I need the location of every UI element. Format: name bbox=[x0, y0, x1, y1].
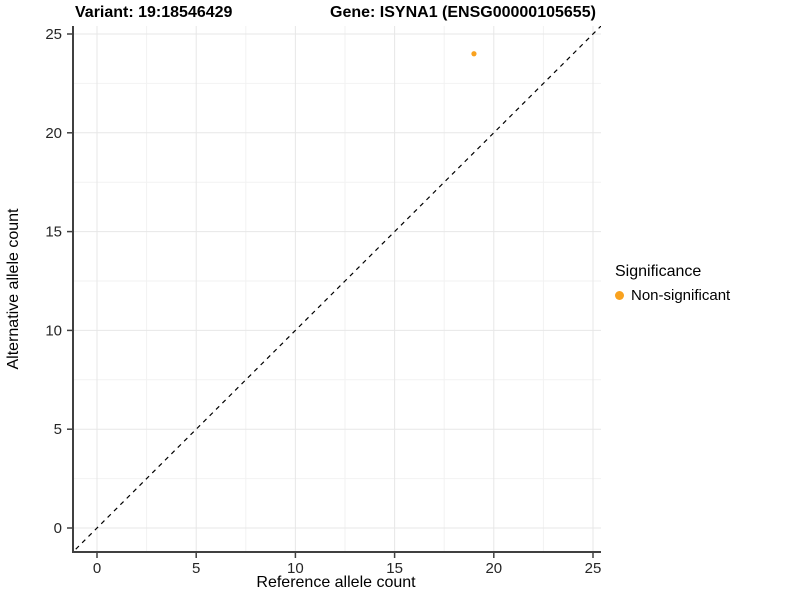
legend-title: Significance bbox=[615, 263, 702, 280]
y-tick-label: 20 bbox=[45, 125, 62, 142]
plot-title-variant: Variant: 19:18546429 bbox=[75, 4, 233, 21]
identity-reference-line bbox=[73, 26, 601, 552]
y-tick-label: 10 bbox=[45, 322, 62, 339]
y-axis-title: Alternative allele count bbox=[5, 208, 22, 370]
data-point bbox=[471, 51, 477, 57]
x-tick-label: 25 bbox=[585, 560, 602, 577]
legend-dot-icon bbox=[615, 291, 624, 300]
y-tick-label: 5 bbox=[54, 421, 62, 438]
y-tick-label: 25 bbox=[45, 26, 62, 43]
x-tick-label: 10 bbox=[287, 560, 304, 577]
y-tick-label: 0 bbox=[54, 520, 62, 537]
x-axis-title: Reference allele count bbox=[256, 574, 416, 591]
plot-title-gene: Gene: ISYNA1 (ENSG00000105655) bbox=[330, 4, 596, 21]
x-tick-label: 20 bbox=[485, 560, 502, 577]
legend: Significance Non-significant bbox=[615, 263, 730, 304]
x-tick-label: 0 bbox=[93, 560, 101, 577]
legend-item-label: Non-significant bbox=[631, 287, 731, 304]
legend-item-non-significant: Non-significant bbox=[615, 287, 730, 304]
x-tick-label: 15 bbox=[386, 560, 403, 577]
y-tick-label: 15 bbox=[45, 224, 62, 241]
x-tick-label: 5 bbox=[192, 560, 200, 577]
